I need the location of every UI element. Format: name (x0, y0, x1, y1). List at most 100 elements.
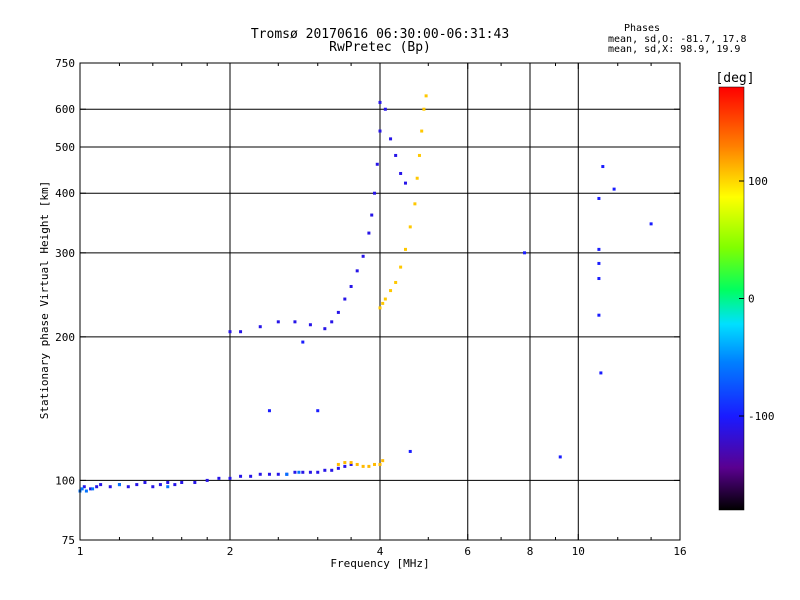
data-point (424, 94, 428, 98)
series-group (336, 459, 385, 468)
data-point (343, 461, 347, 465)
data-point (217, 476, 221, 480)
data-point (383, 297, 387, 301)
data-point (599, 371, 603, 375)
data-point (297, 470, 301, 474)
data-point (355, 462, 359, 466)
colorbar-tick-label: 100 (748, 175, 768, 188)
data-point (193, 480, 197, 484)
data-point (558, 455, 562, 459)
chart-subtitle: RwPretec (Bp) (329, 40, 431, 55)
data-point (389, 137, 393, 141)
colorbar-tick-label: -100 (748, 410, 775, 423)
axis-ticks: 1 2 4 6 8 10 16 75 100 200 300 400 500 600 750 (55, 57, 687, 558)
data-point (389, 289, 393, 293)
data-point (597, 261, 601, 265)
x-tick-label: 6 (464, 545, 471, 558)
x-tick-label: 4 (377, 545, 384, 558)
colorbar-ticks: 100 0 -100 (739, 175, 775, 423)
data-point (293, 470, 297, 474)
x-tick-label: 8 (527, 545, 534, 558)
data-point (523, 251, 527, 255)
data-point (99, 483, 103, 487)
data-point (367, 231, 371, 235)
y-axis-label: Stationary phase Virtual Height [km] (38, 181, 51, 419)
data-point (415, 176, 419, 180)
y-tick-label: 200 (55, 331, 75, 344)
data-point (378, 462, 382, 466)
stats-heading: Phases (624, 23, 660, 34)
data-point (135, 483, 139, 487)
data-point (361, 464, 365, 468)
data-point (349, 284, 353, 288)
data-point (323, 327, 327, 331)
data-point (381, 301, 385, 305)
data-point (267, 472, 271, 476)
data-point (126, 485, 130, 489)
data-point (394, 153, 398, 157)
data-point (323, 468, 327, 472)
data-point (373, 191, 377, 195)
data-point (378, 100, 382, 104)
data-point (84, 489, 88, 493)
data-point (336, 466, 340, 470)
data-point (349, 462, 353, 466)
data-point (597, 247, 601, 251)
x-tick-label: 2 (227, 545, 234, 558)
series-group (228, 100, 407, 334)
data-point (399, 265, 403, 269)
data-point (408, 225, 412, 229)
chart-title: Tromsø 20170616 06:30:00-06:31:43 (251, 27, 509, 42)
x-axis-label: Frequency [MHz] (330, 557, 429, 570)
data-point (403, 181, 407, 185)
data-point (394, 280, 398, 284)
data-point (308, 470, 312, 474)
data-point (413, 202, 417, 206)
data-point (403, 247, 407, 251)
x-tick-label: 10 (572, 545, 585, 558)
x-tick-label: 16 (673, 545, 686, 558)
data-point (276, 472, 280, 476)
y-tick-label: 750 (55, 57, 75, 70)
data-point (370, 213, 374, 217)
data-point (316, 470, 320, 474)
data-point (597, 313, 601, 317)
stats-x-mode: mean, sd,X: 98.9, 19.9 (608, 44, 740, 55)
data-point (89, 487, 93, 491)
data-point (399, 171, 403, 175)
data-point (151, 485, 155, 489)
data-point (95, 485, 99, 489)
data-point (597, 196, 601, 200)
data-point (301, 340, 305, 344)
data-point (417, 153, 421, 157)
stats-o-mode: mean, sd,O: -81.7, 17.8 (608, 34, 746, 45)
data-points (78, 94, 653, 493)
data-point (180, 480, 184, 484)
series-group (267, 165, 653, 459)
data-point (408, 449, 412, 453)
data-point (285, 472, 289, 476)
x-tick-label: 1 (77, 545, 84, 558)
data-point (239, 474, 243, 478)
data-point (228, 476, 232, 480)
data-point (117, 483, 121, 487)
data-point (258, 472, 262, 476)
data-point (301, 470, 305, 474)
series-group (378, 94, 428, 310)
data-point (228, 330, 232, 334)
data-point (355, 269, 359, 273)
y-tick-label: 400 (55, 187, 75, 200)
colorbar-tick-label: 0 (748, 293, 755, 306)
data-point (308, 323, 312, 327)
data-point (343, 297, 347, 301)
data-point (276, 320, 280, 324)
data-point (143, 480, 147, 484)
data-point (375, 162, 379, 166)
data-point (80, 487, 84, 491)
data-point (293, 320, 297, 324)
data-point (378, 129, 382, 133)
data-point (361, 254, 365, 258)
data-point (601, 165, 605, 169)
